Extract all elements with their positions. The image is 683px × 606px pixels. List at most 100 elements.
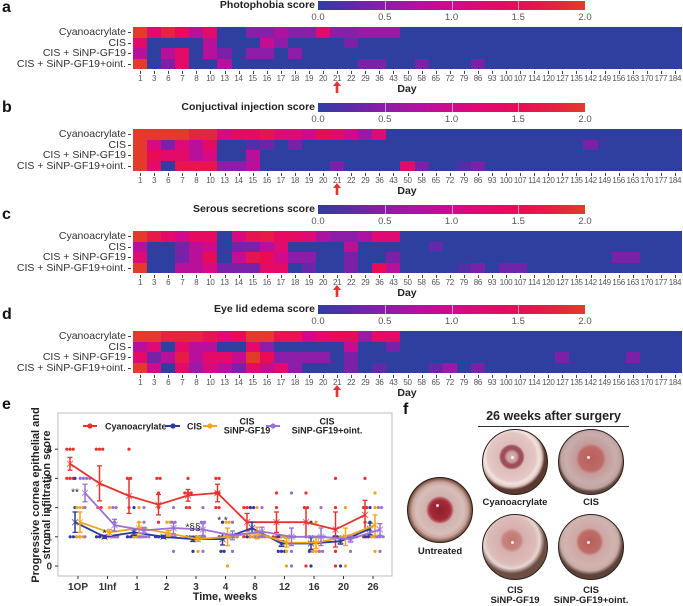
- eye-label-untreated: Untreated: [417, 546, 463, 557]
- data-point: [127, 447, 131, 451]
- mean-marker: [312, 539, 320, 546]
- x-tick-mark: [576, 71, 578, 74]
- heatmap-cell: [555, 341, 570, 353]
- mean-marker: [288, 533, 295, 541]
- x-axis-title: Day: [397, 83, 417, 95]
- legend-label: CIS: [239, 417, 254, 427]
- heatmap-cell: [386, 160, 401, 171]
- colorbar-tick-mark: [384, 205, 386, 214]
- heatmap-cell: [583, 262, 599, 273]
- heatmap-cell: [639, 252, 655, 263]
- x-tick-mark: [463, 275, 465, 278]
- x-tick-label: 13: [220, 176, 229, 185]
- x-tick-label: 65: [431, 176, 440, 185]
- data-point: [309, 564, 313, 568]
- heatmap-cell: [386, 27, 401, 38]
- heatmap-cell: [231, 160, 247, 171]
- colorbar-tick-label: 1.5: [511, 12, 525, 23]
- x-tick-label: 86: [473, 176, 483, 185]
- x-tick-label: 22: [347, 378, 356, 387]
- heatmap-cell: [316, 331, 331, 342]
- data-point: [230, 520, 235, 524]
- x-tick-label: 127: [556, 278, 569, 287]
- legend-label: SiNP-GF19+oint.: [292, 426, 363, 436]
- heatmap-cell: [358, 331, 373, 342]
- x-tick-label: 20: [318, 176, 328, 185]
- x-tick-label: 7: [180, 176, 185, 185]
- x-tick-mark: [210, 275, 212, 278]
- heatmap-cell: [344, 139, 359, 151]
- heatmap-cell: [231, 262, 247, 273]
- heatmap-cell: [301, 241, 317, 253]
- x-tick-label: 15: [248, 378, 257, 387]
- heatmap-cell: [189, 58, 204, 69]
- x-tick-mark: [660, 275, 662, 278]
- heatmap-cell: [653, 352, 669, 363]
- heatmap-cell: [667, 150, 682, 161]
- legend-key-point: [170, 423, 176, 429]
- x-tick-mark: [323, 275, 325, 278]
- heatmap-cell: [428, 48, 444, 59]
- heatmap-cell: [400, 262, 416, 273]
- heatmap-cell: [499, 362, 514, 373]
- heatmap-cell: [583, 160, 599, 171]
- data-point: [284, 549, 289, 554]
- heatmap-cell: [133, 362, 148, 373]
- significance-annotation: * *: [217, 515, 228, 526]
- heatmap-cell: [231, 341, 247, 353]
- x-tick-mark: [407, 275, 409, 278]
- x-tick-label: 170: [640, 74, 654, 83]
- colorbar-tick-label: 0.5: [378, 216, 392, 227]
- heatmap-row-label: Cyanoacrylate: [58, 128, 126, 140]
- data-point: [65, 476, 69, 480]
- x-tick-mark: [590, 275, 592, 278]
- data-point: [201, 549, 205, 554]
- heatmap-cell: [330, 37, 345, 49]
- heatmap-cell: [555, 139, 570, 151]
- heatmap-cell: [527, 341, 542, 353]
- heatmap-row-label: CIS + SiNP-GF19+oint.: [16, 361, 126, 374]
- heatmap-cell: [400, 160, 416, 171]
- heatmap-cell: [611, 150, 627, 161]
- heatmap-cell: [189, 48, 204, 59]
- heatmap-cell: [203, 262, 218, 273]
- data-point: [101, 447, 105, 451]
- heatmap-cell: [611, 241, 627, 253]
- x-tick-mark: [506, 275, 508, 278]
- heatmap-cell: [428, 150, 444, 161]
- data-point: [132, 535, 136, 539]
- x-tick-label: 14: [234, 378, 243, 387]
- heatmap-cell: [639, 27, 655, 38]
- heatmap-cell: [231, 352, 247, 363]
- heatmap-cell: [316, 139, 331, 151]
- heatmap-cell: [625, 37, 641, 49]
- x-tick-label: 12: [279, 582, 291, 593]
- data-point: [363, 476, 367, 480]
- data-point: [85, 476, 89, 480]
- data-point: [142, 506, 146, 510]
- row-tick-mark: [128, 165, 131, 167]
- heatmap-cell: [189, 160, 204, 171]
- heatmap-cell: [175, 362, 190, 373]
- x-tick-mark: [351, 375, 353, 378]
- heatmap-cell: [484, 58, 500, 69]
- heatmap-cell: [611, 262, 627, 273]
- x-tick-label: 120: [542, 74, 555, 83]
- heatmap-cell: [583, 139, 599, 151]
- x-tick-mark: [308, 71, 310, 74]
- heatmap-row-label: Cyanoacrylate: [58, 330, 126, 342]
- mean-marker: [140, 527, 148, 534]
- heatmap-cell: [541, 341, 556, 353]
- legend-key-point: [87, 423, 93, 429]
- heatmap-panel-photophobia: Photophobia score 0.0 0.5 1.0 1.5 2.0 Cyanoa…: [0, 0, 683, 101]
- heatmap-cell: [597, 48, 613, 59]
- heatmap-cell: [667, 241, 682, 253]
- heatmap-cell: [499, 150, 514, 161]
- colorbar-tick-mark: [518, 1, 520, 10]
- heatmap-cell: [330, 241, 345, 253]
- x-tick-mark: [506, 71, 508, 74]
- data-point: [214, 506, 218, 510]
- x-tick-label: 58: [417, 378, 426, 387]
- row-tick-mark: [128, 42, 131, 44]
- heatmap-cell: [456, 27, 472, 38]
